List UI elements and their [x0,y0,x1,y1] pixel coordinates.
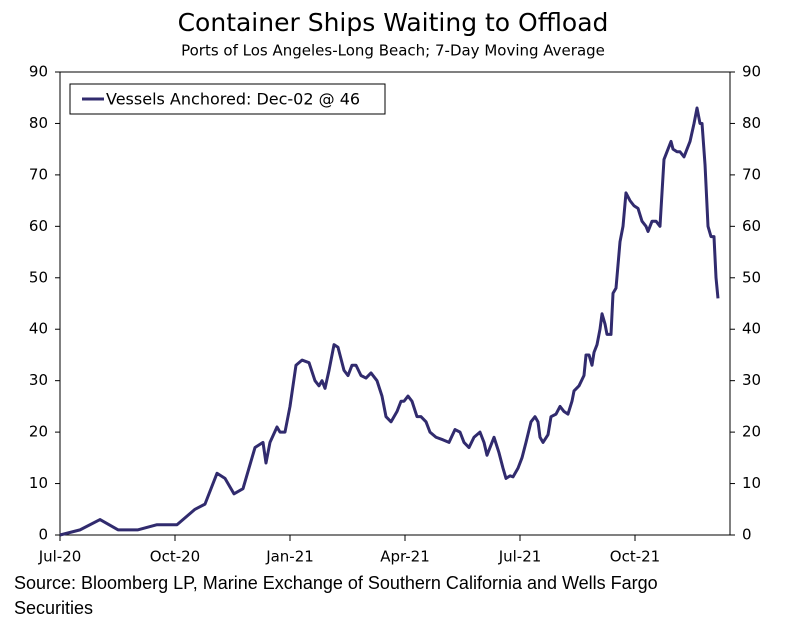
y2-tick-label: 90 [742,63,761,81]
data-line [59,106,720,537]
y-tick-label: 10 [29,474,48,492]
y2-tick-label: 60 [742,217,761,235]
chart: Container Ships Waiting to Offload Ports… [29,8,761,566]
chart-subtitle: Ports of Los Angeles-Long Beach; 7-Day M… [181,42,605,60]
x-tick-label: Oct-20 [150,548,200,566]
x-tick-label: Jul-21 [498,548,542,566]
y-tick-label: 30 [29,371,48,389]
legend-label: Vessels Anchored: Dec-02 @ 46 [106,90,360,109]
y-tick-label: 80 [29,114,48,132]
y2-tick-label: 40 [742,320,761,338]
plot-frame [59,71,731,536]
source-note: Source: Bloomberg LP, Marine Exchange of… [14,573,658,618]
x-tick-label: Apr-21 [380,548,430,566]
x-tick-label: Oct-21 [610,548,660,566]
y-tick-label: 70 [29,165,48,183]
y-tick-label: 20 [29,423,48,441]
y2-tick-label: 20 [742,423,761,441]
legend-box [69,83,386,115]
y-tick-label: 40 [29,320,48,338]
y2-tick-label: 70 [742,165,761,183]
y-tick-label: 60 [29,217,48,235]
x-tick-label: Jul-20 [38,548,82,566]
chart-title: Container Ships Waiting to Offload [178,8,609,37]
y2-tick-label: 0 [742,526,752,544]
y2-tick-label: 10 [742,474,761,492]
y2-tick-label: 50 [742,268,761,286]
y2-tick-label: 80 [742,114,761,132]
y2-tick-label: 30 [742,371,761,389]
y-tick-label: 50 [29,268,48,286]
x-tick-label: Jan-21 [265,548,314,566]
y-tick-label: 90 [29,63,48,81]
y-tick-label: 0 [38,526,48,544]
